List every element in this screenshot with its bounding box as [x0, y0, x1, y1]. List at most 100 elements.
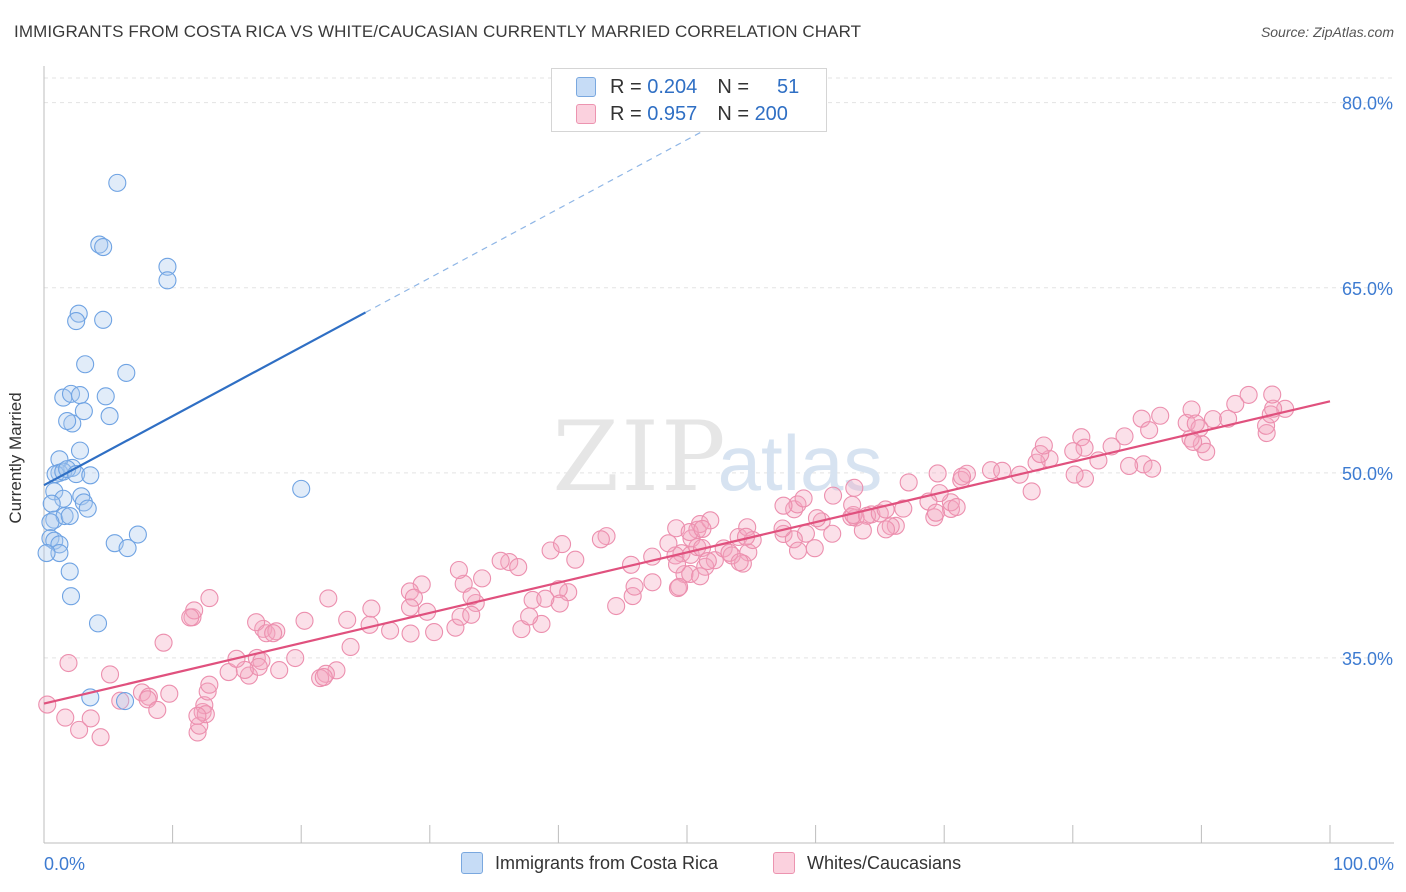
data-point-whites: [56, 708, 75, 727]
data-point-whites: [1186, 414, 1205, 433]
data-point-whites: [607, 596, 626, 616]
data-point-whites: [926, 503, 945, 522]
data-point-costa-rica: [118, 539, 137, 558]
trend-line-whites: [43, 400, 1331, 705]
data-point-whites: [720, 543, 739, 562]
bottom-legend-swatch-blue: [461, 852, 483, 874]
data-point-whites: [947, 497, 966, 517]
data-point-whites: [473, 569, 492, 588]
legend-r-label: R =: [610, 75, 642, 98]
data-point-whites: [267, 622, 286, 641]
data-point-whites: [1143, 459, 1162, 478]
data-point-whites: [566, 550, 585, 569]
data-point-whites: [446, 618, 465, 637]
data-point-whites: [1075, 469, 1095, 488]
trend-line-costa-rica-extension: [365, 125, 714, 313]
data-point-whites: [1140, 421, 1159, 440]
data-point-whites: [314, 668, 333, 687]
data-point-whites: [462, 605, 481, 624]
legend-r-value: 0.957: [647, 102, 698, 125]
tick-labels: 35.0% 50.0% 65.0% 80.0% 0.0% 100.0%: [44, 94, 1394, 874]
data-point-whites: [247, 613, 266, 632]
data-point-whites: [425, 623, 444, 642]
data-point-whites: [625, 577, 644, 596]
data-point-whites: [188, 706, 207, 725]
data-point-costa-rica: [60, 506, 79, 526]
y-axis-label: Currently Married: [6, 392, 25, 524]
data-point-whites: [957, 464, 976, 483]
data-point-whites: [1182, 400, 1201, 419]
data-point-whites: [219, 662, 238, 682]
bottom-legend-costa-rica: Immigrants from Costa Rica: [461, 852, 718, 874]
data-point-whites: [1219, 409, 1238, 428]
axes: [43, 66, 1394, 844]
data-point-whites: [805, 539, 824, 558]
data-point-costa-rica: [117, 363, 136, 382]
data-point-whites: [1120, 456, 1139, 476]
data-point-whites: [249, 657, 268, 676]
data-point-whites: [1197, 442, 1216, 461]
data-point-costa-rica: [74, 402, 93, 421]
data-point-whites: [591, 530, 610, 549]
legend-n-value: 200: [754, 102, 788, 125]
data-point-whites: [509, 558, 528, 577]
series-whites-points: [38, 385, 1295, 747]
data-point-costa-rica: [115, 692, 135, 711]
data-point-whites: [928, 464, 947, 483]
data-point-costa-rica: [292, 479, 311, 498]
data-point-whites: [449, 560, 468, 580]
data-point-whites: [404, 588, 423, 607]
data-point-whites: [400, 598, 420, 617]
legend-r-value: 0.204: [647, 75, 698, 98]
data-point-costa-rica: [70, 441, 90, 460]
y-tick-label: 65.0%: [1342, 279, 1393, 299]
data-point-whites: [541, 541, 560, 560]
data-point-costa-rica: [70, 386, 90, 405]
legend-n-label: N =: [717, 75, 749, 98]
data-point-whites: [788, 541, 808, 560]
data-point-whites: [1065, 465, 1084, 484]
data-point-whites: [200, 675, 219, 694]
data-point-costa-rica: [100, 407, 119, 426]
data-point-costa-rica: [60, 562, 79, 581]
legend-r-label: R =: [610, 102, 642, 125]
data-point-costa-rica: [50, 543, 69, 563]
data-point-whites: [794, 489, 813, 508]
data-point-whites: [823, 524, 842, 543]
trend-lines: [43, 125, 1331, 705]
data-point-whites: [286, 648, 305, 668]
data-point-whites: [667, 519, 686, 538]
data-point-costa-rica: [108, 173, 127, 192]
data-point-costa-rica: [37, 543, 56, 563]
x-tick-label: 100.0%: [1333, 854, 1394, 874]
data-point-whites: [200, 589, 219, 608]
data-point-whites: [520, 607, 539, 626]
watermark-zip: ZIP: [552, 401, 727, 513]
bottom-legend-swatch-pink: [773, 852, 795, 874]
data-point-costa-rica: [158, 257, 177, 276]
data-point-costa-rica: [158, 271, 177, 290]
data-point-whites: [319, 589, 338, 608]
data-point-whites: [1203, 410, 1223, 429]
data-point-whites: [70, 720, 89, 739]
data-point-whites: [853, 521, 872, 540]
legend-row-costa-rica: R = 0.204 N = 51: [576, 75, 799, 99]
data-point-costa-rica: [96, 387, 115, 406]
legend-swatch-blue: [576, 77, 596, 97]
data-point-whites: [1134, 455, 1153, 474]
data-point-whites: [698, 551, 717, 571]
data-point-costa-rica: [67, 312, 86, 331]
source-credit: Source: ZipAtlas.com: [1260, 24, 1394, 40]
data-point-whites: [59, 653, 78, 673]
data-point-costa-rica: [94, 310, 113, 329]
data-point-whites: [886, 516, 905, 535]
data-point-costa-rica: [78, 499, 97, 518]
data-point-whites: [536, 589, 555, 608]
legend-swatch-pink: [576, 104, 596, 124]
data-point-whites: [462, 587, 481, 606]
data-point-whites: [1226, 394, 1245, 414]
data-point-whites: [845, 478, 864, 497]
data-point-whites: [1263, 385, 1282, 404]
y-tick-label: 50.0%: [1342, 464, 1393, 484]
data-point-whites: [1022, 482, 1041, 501]
